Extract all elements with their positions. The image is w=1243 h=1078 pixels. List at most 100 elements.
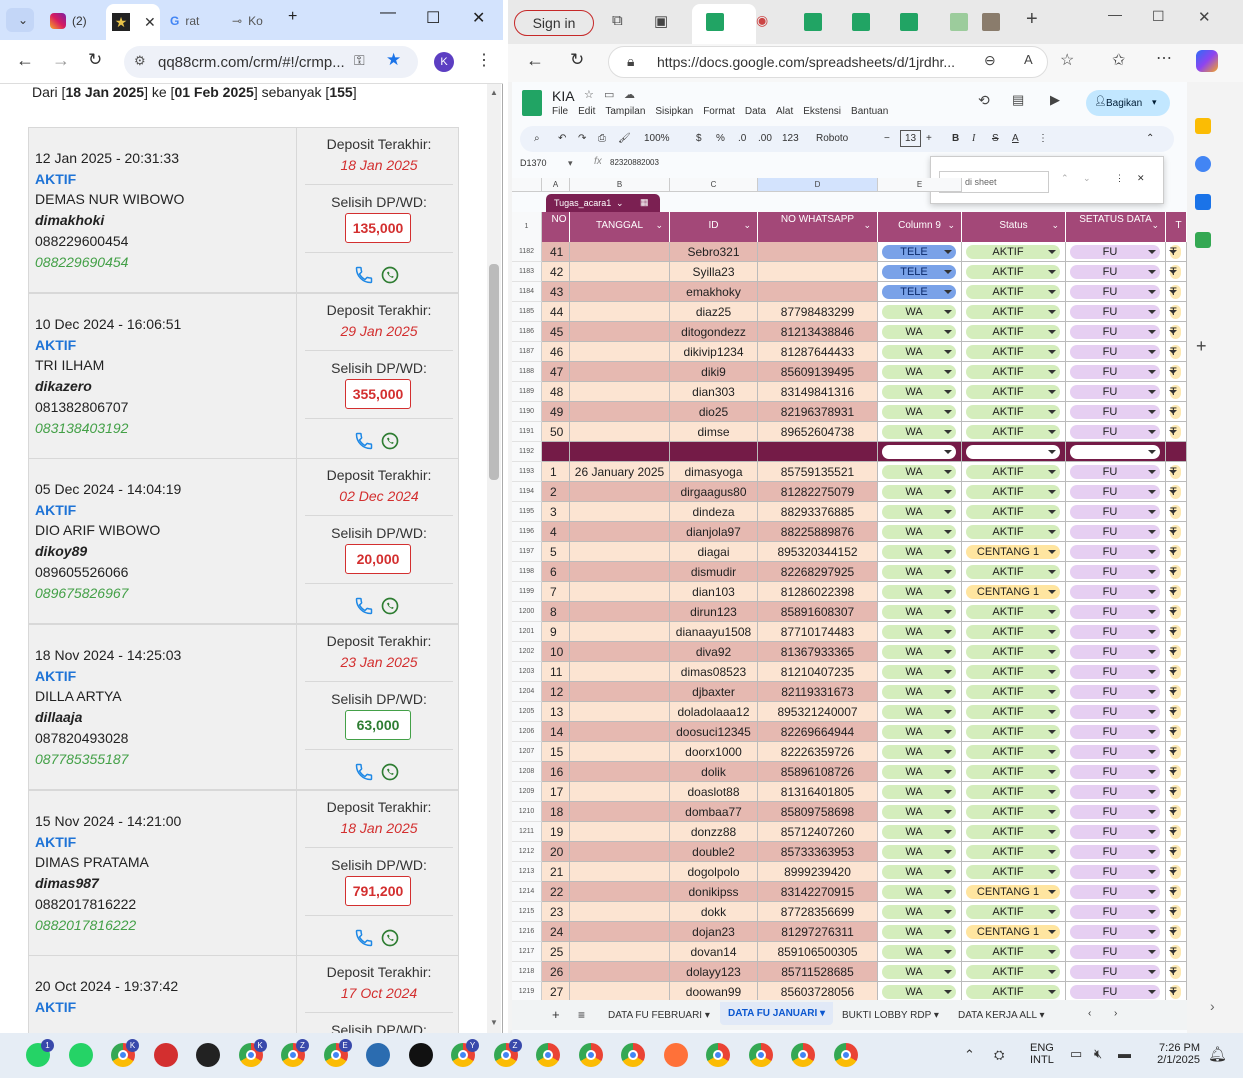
profile-avatar[interactable]: K (434, 52, 454, 72)
find-close-icon[interactable]: ✕ (1137, 173, 1145, 183)
dropdown-chip-col9[interactable]: WA (882, 585, 956, 599)
chrome-icon-4[interactable] (791, 1043, 815, 1067)
dropdown-chip-status[interactable]: AKTIF (966, 745, 1060, 759)
cell-tgl[interactable] (570, 422, 670, 442)
dropdown-chip-col9[interactable]: WA (882, 885, 956, 899)
cell-status[interactable]: AKTIF (962, 742, 1066, 762)
cell-status[interactable]: AKTIF (962, 302, 1066, 322)
dropdown-chip-status[interactable]: AKTIF (966, 465, 1060, 479)
dropdown-chip-col9[interactable]: WA (882, 905, 956, 919)
cell-no[interactable]: 25 (542, 942, 570, 962)
favorite-star-icon[interactable]: ☆ (1060, 52, 1075, 69)
cell-data[interactable] (1066, 442, 1166, 462)
cell-id[interactable]: dismudir (670, 562, 758, 582)
dropdown-chip-t[interactable]: T (1169, 525, 1181, 539)
cell-id[interactable]: doaslot88 (670, 782, 758, 802)
row-number[interactable]: 1208 (512, 762, 542, 782)
dropdown-chip-status[interactable]: AKTIF (966, 345, 1060, 359)
text-color-button[interactable]: A (1012, 133, 1019, 144)
cell-wa[interactable]: 85603728056 (758, 982, 878, 1002)
column-header-cell[interactable]: TANGGAL ⌄ (570, 212, 670, 242)
cell-wa[interactable]: 85759135521 (758, 462, 878, 482)
cell-id[interactable]: dimas08523 (670, 662, 758, 682)
all-sheets-icon[interactable]: ≡ (578, 1008, 586, 1022)
font-size-input[interactable]: 13 (900, 130, 922, 147)
chrome-profile-e-icon[interactable]: E (323, 1039, 352, 1067)
cell-tgl[interactable] (570, 242, 670, 262)
dropdown-chip-empty[interactable] (966, 445, 1060, 459)
dropdown-chip-status[interactable]: AKTIF (966, 525, 1060, 539)
scroll-down-icon[interactable]: ▼ (490, 1018, 498, 1027)
corner-cell[interactable] (512, 178, 542, 192)
cell-t[interactable]: T (1166, 642, 1187, 662)
cell-no[interactable]: 8 (542, 602, 570, 622)
dropdown-chip-data[interactable]: FU (1070, 985, 1160, 999)
cell-tgl[interactable] (570, 602, 670, 622)
row-number[interactable]: 1189 (512, 382, 542, 402)
scrollbar-thumb[interactable] (489, 264, 499, 480)
dropdown-chip-t[interactable]: T (1169, 925, 1181, 939)
row-number[interactable]: 1209 (512, 782, 542, 802)
dropdown-chip-data[interactable]: FU (1070, 485, 1160, 499)
sheet-tab-menu-icon[interactable]: ▾ (931, 1010, 939, 1021)
cell-wa[interactable]: 85712407260 (758, 822, 878, 842)
column-header-cell[interactable]: SETATUS DATA ⌄ (1066, 212, 1166, 242)
cell-data[interactable]: FU (1066, 802, 1166, 822)
italic-button[interactable]: I (972, 133, 976, 144)
cell-data[interactable]: FU (1066, 462, 1166, 482)
cell-no[interactable]: 21 (542, 862, 570, 882)
cell-id[interactable]: diaz25 (670, 302, 758, 322)
cell-data[interactable]: FU (1066, 662, 1166, 682)
dropdown-chip-status[interactable]: AKTIF (966, 685, 1060, 699)
cell-col9[interactable]: WA (878, 662, 962, 682)
dropdown-chip-t[interactable]: T (1169, 645, 1181, 659)
comments-icon[interactable]: ▤ (1012, 92, 1025, 107)
dropdown-chip-data[interactable]: FU (1070, 605, 1160, 619)
dropdown-chip-t[interactable]: T (1169, 705, 1181, 719)
dropdown-chip-status[interactable]: AKTIF (966, 385, 1060, 399)
scroll-tabs-left-icon[interactable]: ‹ (1088, 1008, 1092, 1019)
sheet-tab-menu-icon[interactable]: ▾ (1036, 1010, 1045, 1021)
cell-wa[interactable] (758, 442, 878, 462)
cell-no[interactable]: 26 (542, 962, 570, 982)
dropdown-chip-data[interactable]: FU (1070, 365, 1160, 379)
cell-no[interactable]: 4 (542, 522, 570, 542)
cell-status[interactable]: AKTIF (962, 382, 1066, 402)
minimize-button[interactable]: — (380, 4, 396, 21)
cell-t[interactable]: T (1166, 302, 1187, 322)
dropdown-chip-t[interactable]: T (1169, 825, 1181, 839)
maximize-button[interactable]: ☐ (1152, 8, 1165, 24)
column-header-cell[interactable]: NO WHATSAPP ⌄ (758, 212, 878, 242)
row-number[interactable]: 1213 (512, 862, 542, 882)
cell-col9[interactable]: WA (878, 542, 962, 562)
dropdown-chip-col9[interactable]: WA (882, 545, 956, 559)
cell-t[interactable]: T (1166, 842, 1187, 862)
cell-no[interactable]: 13 (542, 702, 570, 722)
tab-page[interactable]: ⊸ Ko (226, 6, 282, 36)
strikethrough-button[interactable]: S (992, 133, 999, 144)
chrome-icon-3[interactable] (706, 1043, 730, 1067)
dropdown-chip-t[interactable]: T (1169, 485, 1181, 499)
phone-icon[interactable] (354, 596, 374, 616)
red-app-icon[interactable] (153, 1043, 178, 1067)
cell-col9[interactable]: WA (878, 862, 962, 882)
cell-col9[interactable]: TELE (878, 242, 962, 262)
dropdown-chip-status[interactable]: AKTIF (966, 505, 1060, 519)
dropdown-chip-status[interactable]: AKTIF (966, 905, 1060, 919)
cell-t[interactable]: T (1166, 402, 1187, 422)
sheet-tab[interactable]: DATA FU JANUARI ▾ (720, 1002, 834, 1025)
dropdown-chip-col9[interactable]: WA (882, 945, 956, 959)
dropdown-chip-empty[interactable] (1070, 445, 1160, 459)
formula-bar[interactable]: 82320882003 (610, 158, 659, 167)
cell-status[interactable]: AKTIF (962, 982, 1066, 1002)
dropdown-chip-status[interactable]: CENTANG 1 (966, 925, 1060, 939)
cell-data[interactable]: FU (1066, 602, 1166, 622)
cell-col9[interactable]: WA (878, 642, 962, 662)
cell-no[interactable]: 41 (542, 242, 570, 262)
cell-no[interactable]: 20 (542, 842, 570, 862)
site-settings-icon[interactable]: ⚙ (134, 53, 146, 68)
name-box-dropdown-icon[interactable]: ▾ (568, 158, 573, 168)
capcut-icon[interactable] (408, 1043, 433, 1067)
cell-tgl[interactable] (570, 562, 670, 582)
paint-format-icon[interactable]: 🖌︎ (618, 133, 631, 144)
